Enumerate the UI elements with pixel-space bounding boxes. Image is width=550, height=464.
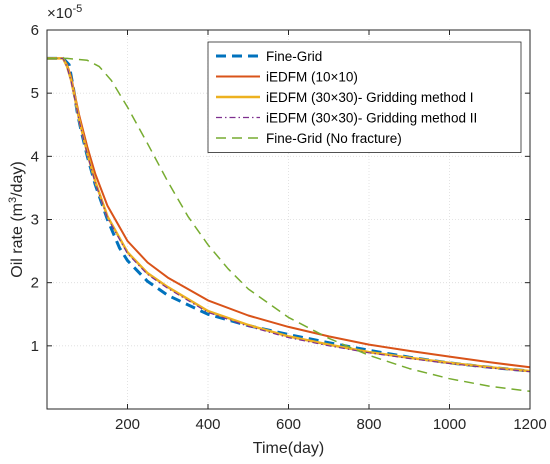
- x-tick-label: 600: [276, 416, 301, 433]
- legend-label-2: iEDFM (30×30)- Gridding method I: [266, 90, 473, 105]
- legend-items: Fine-Grid iEDFM (10×10) iEDFM (30×30)- Gri…: [216, 49, 477, 146]
- y-tick-label: 3: [31, 212, 39, 229]
- x-tick-label: 800: [356, 416, 381, 433]
- x-tick-label: 200: [115, 416, 140, 433]
- y-axis-label: Oil rate (m3/day): [7, 161, 26, 277]
- legend-label-3: iEDFM (30×30)- Gridding method II: [266, 111, 477, 126]
- y-tick-label: 5: [31, 85, 39, 102]
- y-exponent-power: -5: [72, 3, 82, 15]
- series-line-4: [47, 57, 531, 393]
- series-layer: [47, 56, 531, 393]
- y-axis-label-sup: 3: [7, 197, 19, 203]
- ticks-layer: 200 400 600 800 1000 1200 1 2 3 4 5 6: [31, 22, 547, 433]
- legend-label-4: Fine-Grid (No fracture): [266, 131, 402, 146]
- y-exponent-label: ×10-5: [47, 3, 82, 22]
- y-tick-label: 1: [31, 338, 39, 355]
- x-tick-label: 1000: [433, 416, 466, 433]
- x-tick-label: 400: [195, 416, 220, 433]
- y-axis-label-main: Oil rate (m: [9, 203, 26, 278]
- legend-box: [207, 41, 522, 153]
- series-line-3: [47, 57, 531, 373]
- y-axis-label-tail: /day): [9, 161, 26, 197]
- legend-label-0: Fine-Grid: [266, 49, 322, 64]
- y-exponent-base: ×10: [47, 5, 72, 22]
- y-tick-label: 4: [31, 148, 39, 165]
- y-tick-label: 6: [31, 22, 39, 39]
- legend-label-1: iEDFM (10×10): [266, 70, 358, 85]
- x-tick-label: 1200: [513, 416, 546, 433]
- legend: Fine-Grid iEDFM (10×10) iEDFM (30×30)- Gri…: [207, 41, 522, 153]
- x-axis-label: Time(day): [253, 440, 324, 457]
- y-tick-label: 2: [31, 275, 39, 292]
